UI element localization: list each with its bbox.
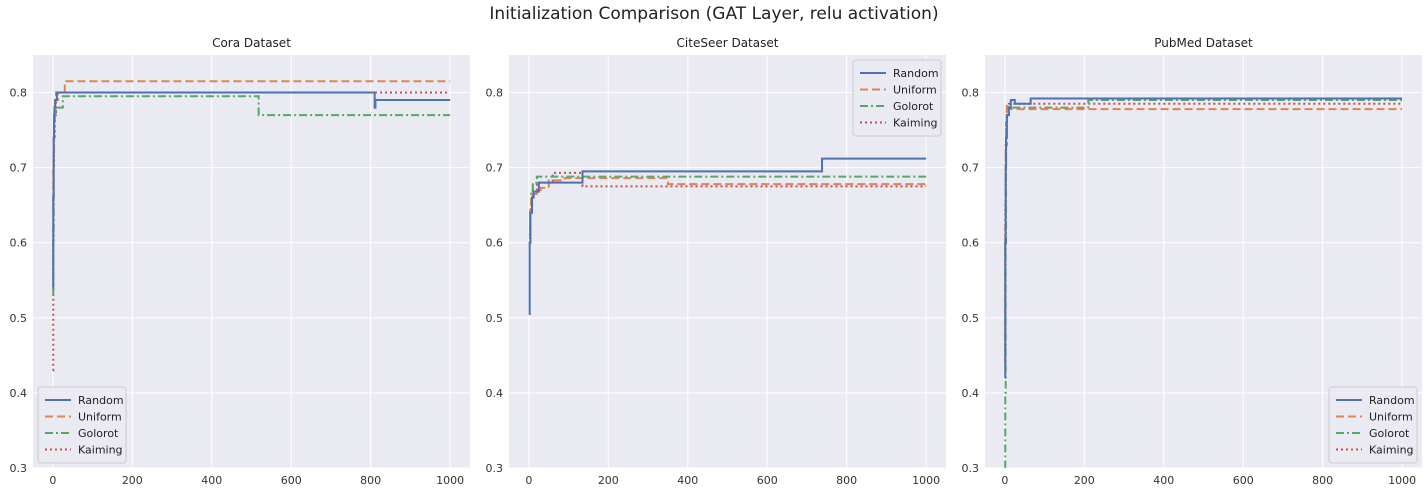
legend-box	[37, 386, 127, 464]
y-tick-label: 0.5	[962, 312, 980, 325]
x-tick-label: 400	[201, 474, 222, 487]
series-line-random	[1004, 97, 1403, 379]
x-tick-label: 1000	[912, 474, 940, 487]
legend-label: Kaiming	[1369, 444, 1414, 457]
legend-label: Uniform	[893, 84, 937, 97]
y-tick-label: 0.3	[962, 462, 980, 475]
legend-box	[1328, 386, 1418, 464]
legend-label: Golorot	[893, 100, 934, 113]
y-tick-label: 0.4	[962, 387, 980, 400]
y-tick-label: 0.8	[10, 87, 28, 100]
y-tick-label: 0.7	[10, 162, 28, 175]
y-tick-label: 0.8	[962, 87, 980, 100]
y-tick-label: 0.6	[486, 237, 504, 250]
legend: Random Uniform Golorot Kaiming	[37, 386, 127, 464]
legend-label: Kaiming	[893, 117, 938, 130]
legend-label: Random	[893, 67, 939, 80]
series-line-random	[528, 157, 927, 316]
subplot-title: Cora Dataset	[212, 36, 291, 50]
subplot-title: CiteSeer Dataset	[677, 36, 779, 50]
x-tick-label: 800	[1312, 474, 1333, 487]
legend: Random Uniform Golorot Kaiming	[1328, 386, 1418, 464]
x-tick-label: 400	[677, 474, 698, 487]
legend-label: Random	[1369, 394, 1415, 407]
y-tick-label: 0.8	[486, 87, 504, 100]
figure-title: Initialization Comparison (GAT Layer, re…	[489, 4, 939, 24]
y-tick-label: 0.5	[10, 312, 28, 325]
x-tick-label: 400	[1153, 474, 1174, 487]
legend-label: Golorot	[1369, 427, 1410, 440]
x-tick-label: 200	[1074, 474, 1095, 487]
x-tick-label: 600	[757, 474, 778, 487]
y-tick-label: 0.7	[486, 162, 504, 175]
legend-box	[852, 59, 942, 137]
y-tick-label: 0.3	[10, 462, 28, 475]
subplot-1: 0 200 400 600 800 1000 0.3 0.4 0.5 0.6 0.7 0.8 Cora …	[10, 36, 470, 487]
x-tick-label: 1000	[436, 474, 464, 487]
y-tick-label: 0.5	[486, 312, 504, 325]
subplot-2: 0 200 400 600 800 1000 0.3 0.4 0.5 0.6 0.7 0.8 CiteS…	[486, 36, 946, 487]
y-tick-label: 0.6	[10, 237, 28, 250]
legend-label: Uniform	[1369, 411, 1413, 424]
x-tick-label: 0	[49, 474, 56, 487]
x-tick-label: 200	[598, 474, 619, 487]
x-tick-label: 0	[525, 474, 532, 487]
y-tick-label: 0.6	[962, 237, 980, 250]
subplot-3: 0 200 400 600 800 1000 0.3 0.4 0.5 0.6 0.7 0.8 PubMe…	[962, 36, 1422, 487]
y-tick-label: 0.7	[962, 162, 980, 175]
y-tick-label: 0.4	[486, 387, 504, 400]
y-tick-label: 0.4	[10, 387, 28, 400]
legend-label: Golorot	[78, 427, 119, 440]
x-tick-label: 0	[1001, 474, 1008, 487]
legend-label: Random	[78, 394, 124, 407]
x-tick-label: 1000	[1388, 474, 1416, 487]
y-tick-label: 0.3	[486, 462, 504, 475]
x-tick-label: 600	[281, 474, 302, 487]
legend-label: Uniform	[78, 411, 122, 424]
x-tick-label: 600	[1233, 474, 1254, 487]
x-tick-label: 800	[360, 474, 381, 487]
x-tick-label: 200	[122, 474, 143, 487]
legend-label: Kaiming	[78, 444, 123, 457]
subplot-title: PubMed Dataset	[1154, 36, 1253, 50]
legend: Random Uniform Golorot Kaiming	[852, 59, 942, 137]
x-tick-label: 800	[836, 474, 857, 487]
series-line-random	[52, 91, 451, 289]
